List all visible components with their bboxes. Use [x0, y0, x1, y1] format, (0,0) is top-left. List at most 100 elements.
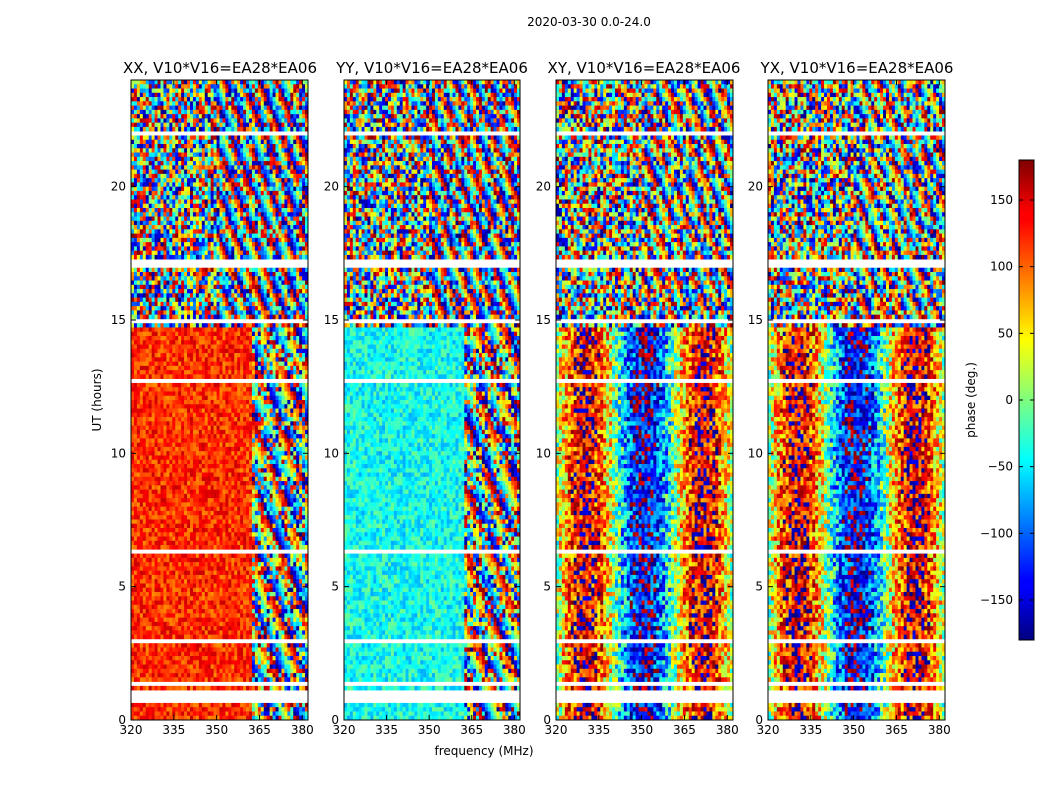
heatmap-cell [196, 101, 199, 106]
heatmap-cell [225, 135, 228, 140]
heatmap-cell [222, 97, 225, 102]
heatmap-cell [240, 157, 243, 162]
heatmap-cell [181, 114, 184, 119]
heatmap-cell [270, 140, 273, 145]
heatmap-cell [140, 140, 143, 145]
heatmap-cell [217, 89, 220, 94]
heatmap-cell [231, 89, 234, 94]
heatmap-cell [222, 157, 225, 162]
heatmap-cell [211, 89, 214, 94]
heatmap-cell [137, 144, 140, 149]
heatmap-cell [134, 140, 137, 145]
heatmap-cell [237, 93, 240, 98]
heatmap-cell [196, 135, 199, 140]
heatmap-cell [273, 84, 276, 89]
heatmap-cell [166, 123, 169, 128]
heatmap-cell [246, 135, 249, 140]
heatmap-cell [237, 161, 240, 166]
heatmap-cell [220, 101, 223, 106]
heatmap-cell [155, 89, 158, 94]
heatmap-cell [276, 161, 279, 166]
heatmap-cell [279, 140, 282, 145]
heatmap-cell [302, 148, 305, 153]
heatmap-cell [205, 153, 208, 158]
heatmap-cell [190, 118, 193, 123]
heatmap-cell [175, 93, 178, 98]
heatmap-cell [276, 110, 279, 115]
heatmap-cell [231, 101, 234, 106]
heatmap-cell [137, 114, 140, 119]
heatmap-cell [299, 97, 302, 102]
heatmap-cell [231, 93, 234, 98]
heatmap-cell [178, 123, 181, 128]
heatmap-cell [140, 153, 143, 158]
heatmap-cell [222, 135, 225, 140]
heatmap-cell [234, 118, 237, 123]
heatmap-cells-xx [131, 80, 308, 720]
heatmap-cell [152, 89, 155, 94]
heatmap-cell [261, 161, 264, 166]
heatmap-cell [270, 97, 273, 102]
heatmap-cell [181, 106, 184, 111]
heatmap-cell [202, 127, 205, 132]
heatmap-cell [220, 114, 223, 119]
heatmap-cell [193, 165, 196, 170]
heatmap-cell [161, 123, 164, 128]
heatmap-cell [228, 93, 231, 98]
heatmap-cell [299, 123, 302, 128]
heatmap-cell [166, 97, 169, 102]
heatmap-cell [225, 101, 228, 106]
heatmap-cell [296, 97, 299, 102]
heatmap-cell [243, 89, 246, 94]
heatmap-cell [225, 140, 228, 145]
heatmap-cell [293, 101, 296, 106]
heatmap-cell [228, 118, 231, 123]
heatmap-cell [163, 93, 166, 98]
heatmap-cell [255, 123, 258, 128]
heatmap-cell [220, 144, 223, 149]
heatmap-cell [243, 153, 246, 158]
heatmap-cell [143, 148, 146, 153]
heatmap-cell [143, 140, 146, 145]
heatmap-cell [169, 97, 172, 102]
heatmap-cell [281, 144, 284, 149]
heatmap-cell [222, 161, 225, 166]
heatmap-cell [155, 84, 158, 89]
heatmap-cell [193, 97, 196, 102]
heatmap-cell [252, 93, 255, 98]
heatmap-cell [258, 140, 261, 145]
heatmap-cell [243, 80, 246, 85]
heatmap-cell [246, 84, 249, 89]
heatmap-cell [276, 89, 279, 94]
heatmap-cell [276, 80, 279, 85]
heatmap-cell [261, 135, 264, 140]
heatmap-cell [252, 161, 255, 166]
heatmap-cell [240, 89, 243, 94]
heatmap-cell [240, 118, 243, 123]
heatmap-cell [178, 97, 181, 102]
heatmap-cell [187, 123, 190, 128]
heatmap-cell [299, 106, 302, 111]
heatmap-cell [214, 144, 217, 149]
heatmap-cell [281, 114, 284, 119]
heatmap-cell [140, 106, 143, 111]
heatmap-cell [299, 114, 302, 119]
heatmap-cell [302, 89, 305, 94]
heatmap-cell [152, 157, 155, 162]
heatmap-cell [178, 84, 181, 89]
heatmap-cell [255, 97, 258, 102]
heatmap-cell [175, 106, 178, 111]
heatmap-cell [184, 110, 187, 115]
heatmap-cell [214, 161, 217, 166]
heatmap-cell [193, 93, 196, 98]
heatmap-cell [161, 165, 164, 170]
heatmap-cell [169, 118, 172, 123]
heatmap-cell [158, 89, 161, 94]
heatmap-cell [299, 127, 302, 132]
heatmap-cell [217, 123, 220, 128]
heatmap-cell [222, 110, 225, 115]
heatmap-cell [276, 127, 279, 132]
heatmap-cell [196, 165, 199, 170]
heatmap-cell [222, 93, 225, 98]
heatmap-cell [270, 101, 273, 106]
